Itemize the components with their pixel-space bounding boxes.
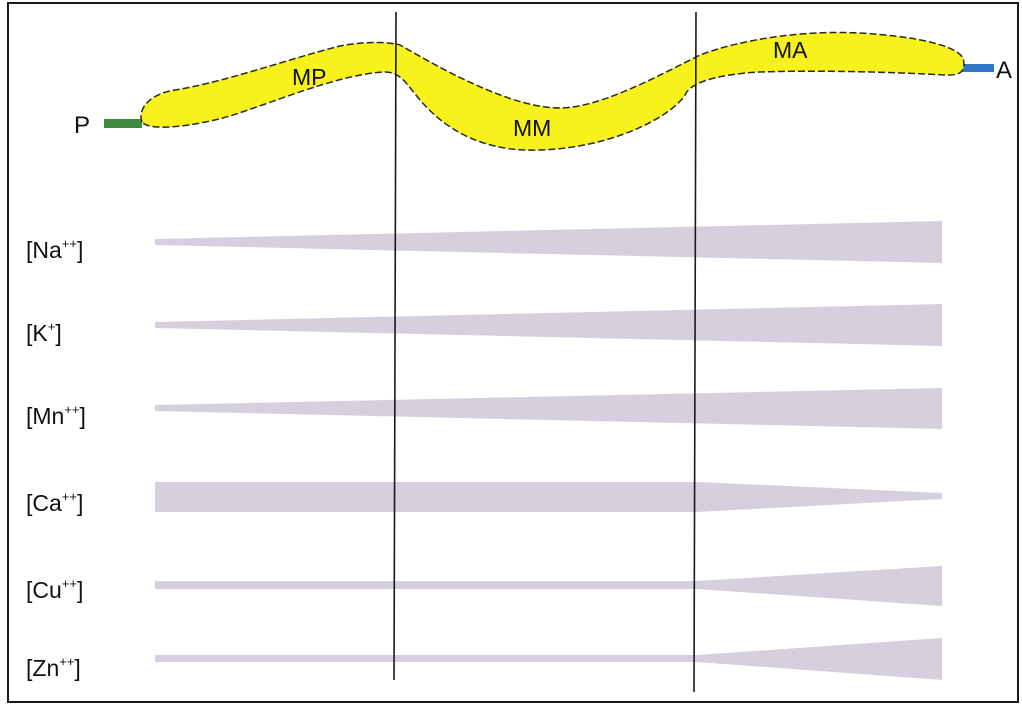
ion-charge: ++ [61,489,77,504]
ion-charge: ++ [61,576,77,591]
figure-border [7,2,1019,703]
ion-charge: ++ [61,236,77,251]
ion-label-ca: [Ca++] [26,489,84,516]
ion-symbol: Ca [32,490,62,516]
ion-label-cu: [Cu++] [26,576,84,603]
boundary-line-mp-mm [393,11,397,681]
ion-symbol: Zn [32,655,60,681]
gradient-na [155,221,942,263]
gradient-ca [155,482,942,512]
ion-symbol: Cu [32,577,62,603]
worm-body [140,31,965,151]
posterior-end-marker [104,119,142,128]
gradient-k [155,304,942,346]
boundary-line-mm-ma [693,11,697,693]
ion-charge: + [47,319,56,334]
anterior-label: A [996,57,1012,84]
ion-charge: ++ [64,402,80,417]
gradient-cu [155,566,942,606]
anterior-end-marker [960,64,994,72]
ion-label-zn: [Zn++] [26,654,81,681]
gradient-zn [155,638,942,680]
ion-label-mn: [Mn++] [26,402,86,429]
gradient-mn [155,388,942,429]
ion-symbol: K [32,320,48,346]
ion-symbol: Na [32,237,62,263]
ion-label-k: [K+] [26,319,62,346]
ion-symbol: Mn [32,403,65,429]
ion-label-na: [Na++] [26,236,84,263]
ion-charge: ++ [59,654,75,669]
segment-label-mm: MM [513,115,551,141]
segment-label-ma: MA [773,37,808,63]
posterior-label: P [74,112,90,139]
segment-label-mp: MP [292,64,327,90]
